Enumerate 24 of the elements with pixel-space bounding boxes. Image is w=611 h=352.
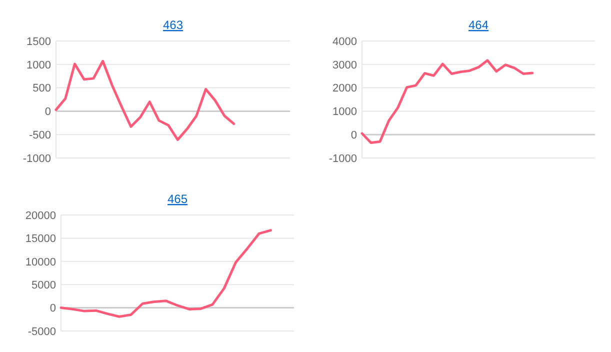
y-tick-label: 0: [44, 106, 51, 118]
y-tick-label: 0: [50, 302, 56, 315]
y-tick-label: 0: [350, 129, 357, 142]
chart-title: 465: [167, 192, 188, 206]
chart-title: 464: [468, 18, 489, 32]
line-series: [54, 60, 236, 141]
y-tick-label: 500: [32, 82, 51, 95]
y-tick-label: 5000: [32, 279, 56, 292]
y-tick-label: 1000: [26, 59, 51, 72]
y-tick-label: -500: [28, 129, 51, 142]
y-tick-label: 1000: [332, 106, 357, 118]
y-tick-label: 20000: [25, 210, 56, 222]
y-tick-label: 2000: [332, 82, 357, 95]
y-tick-label: -5000: [28, 326, 56, 338]
y-tick-label: -1000: [328, 152, 357, 165]
y-tick-label: 3000: [332, 59, 357, 72]
y-tick-label: 10000: [25, 256, 56, 268]
line-series: [60, 229, 272, 318]
y-tick-label: -1000: [22, 152, 51, 165]
y-tick-label: 1500: [26, 36, 51, 48]
chart-title: 463: [162, 18, 184, 32]
y-tick-label: 15000: [25, 233, 56, 246]
y-tick-label: 4000: [332, 36, 357, 48]
line-series: [360, 59, 534, 144]
